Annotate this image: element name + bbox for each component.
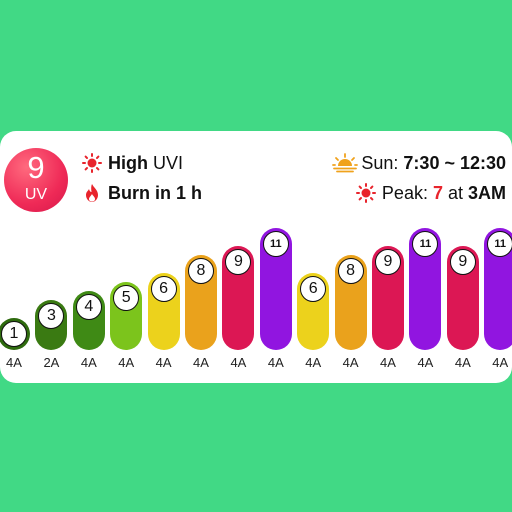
uv-bar-value: 5: [113, 285, 140, 311]
uv-bar-value: 9: [375, 249, 401, 275]
hour-tick-label: 4A: [230, 355, 247, 370]
uv-bar: 8: [334, 255, 367, 350]
sunrise-icon: [332, 153, 359, 173]
hour-tick-label: 2A: [43, 355, 60, 370]
uv-bar: 11: [484, 228, 512, 350]
hour-tick-label: 4A: [193, 355, 209, 370]
uv-bar: 6: [147, 273, 180, 350]
uv-bar: 9: [372, 246, 404, 350]
uv-bar: 1: [0, 318, 30, 350]
uv-index-badge: 9 UV: [4, 148, 68, 212]
hour-tick-label: 4A: [267, 355, 284, 370]
hour-tick-label: 4A: [80, 355, 97, 370]
burn-time-text: Burn in 1 h: [108, 182, 202, 203]
hour-tick-label: 4A: [6, 355, 22, 370]
risk-level-line: High UVI: [82, 151, 183, 175]
hour-tick-label: 4A: [454, 355, 471, 370]
peak-uv-line: Peak: 7 at 3AM: [355, 181, 506, 205]
uv-bar-value: 9: [449, 249, 476, 275]
risk-level-text: High: [108, 152, 148, 173]
uv-bar: 6: [297, 273, 330, 350]
uv-bar-value: 8: [188, 258, 214, 284]
uv-bar: 5: [110, 282, 143, 350]
uv-bar-value: 3: [38, 303, 65, 329]
uv-bar-value: 6: [150, 276, 177, 302]
uv-bar-value: 11: [487, 231, 512, 257]
uv-index-value: 9: [27, 150, 45, 185]
uv-bar: 4: [72, 291, 105, 350]
uv-bar-value: 6: [300, 276, 327, 302]
uv-bar-value: 4: [75, 294, 102, 320]
sun-icon: [355, 183, 376, 203]
sun-window-line: Sun: 7:30 ~ 12:30: [332, 151, 506, 175]
uv-bar: 3: [35, 300, 68, 350]
uv-bar: 11: [259, 228, 292, 350]
hour-tick-label: 4A: [417, 355, 434, 370]
uv-bar-value: 11: [262, 231, 289, 257]
sun-window-label: Sun:: [361, 152, 404, 173]
peak-value: 7: [432, 182, 443, 203]
risk-level-suffix: UVI: [148, 152, 184, 173]
uv-index-label: UV: [24, 186, 48, 203]
uv-bar: 8: [185, 255, 217, 350]
hour-tick-label: 4A: [492, 355, 509, 370]
uv-bar: 9: [222, 246, 255, 350]
uv-bar-value: 9: [225, 249, 252, 275]
sun-window-range: 7:30 ~ 12:30: [403, 152, 506, 173]
hour-tick-label: 4A: [118, 355, 135, 370]
sun-icon: [82, 153, 102, 173]
uv-bar-value: 1: [1, 321, 27, 347]
uv-bar: 11: [409, 228, 442, 350]
hour-tick-label: 4A: [155, 355, 172, 370]
flame-icon: [86, 184, 98, 202]
hour-tick-label: 4A: [380, 355, 396, 370]
peak-label: Peak:: [381, 182, 433, 203]
burn-time-line: Burn in 1 h: [82, 181, 202, 205]
peak-time: 3AM: [467, 182, 506, 203]
uv-bar: 9: [446, 246, 479, 350]
hour-tick-label: 4A: [342, 355, 359, 370]
uv-bar-value: 8: [337, 258, 364, 284]
peak-at: at: [442, 182, 468, 203]
hour-tick-label: 4A: [305, 355, 322, 370]
uv-bar-value: 11: [412, 231, 439, 257]
